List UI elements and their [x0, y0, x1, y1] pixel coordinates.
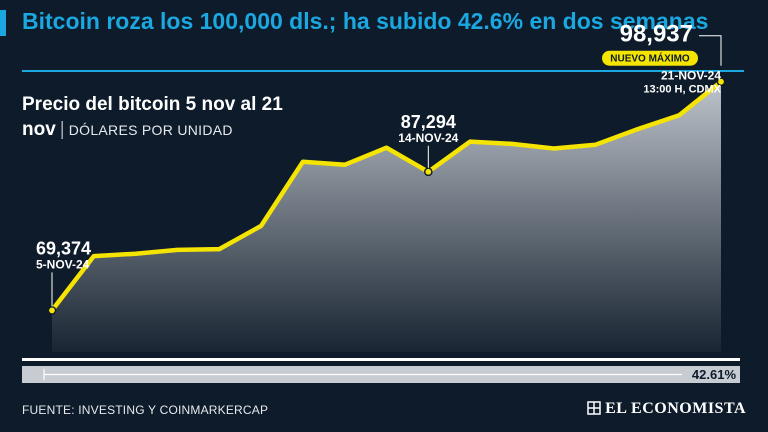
chart-title-block: Precio del bitcoin 5 nov al 21 nov | DÓLAR… [22, 92, 342, 143]
label-time-max: 13:00 H, CDMX [643, 84, 721, 96]
change-bar-label: 42.61% [691, 367, 736, 382]
annotation-dot-14-NOV-24 [424, 167, 433, 177]
brand-mark-icon [587, 401, 601, 415]
source-note: FUENTE: INVESTING Y COINMARKERCAP [22, 403, 269, 417]
change-bar-marker [43, 369, 682, 380]
annotation-dot-5-NOV-24 [47, 306, 57, 315]
label-value-start: 69,374 [36, 238, 91, 258]
brand-logo: EL ECONOMISTA [587, 400, 746, 418]
label-date-mid: 14-NOV-24 [398, 131, 458, 145]
badge-max-background [602, 50, 698, 66]
chart-title: Precio del bitcoin 5 nov al 21 nov [22, 94, 283, 140]
price-area [52, 81, 721, 352]
change-bar-topline [22, 358, 740, 361]
leader-max [699, 35, 722, 66]
label-date-max: 21-NOV-24 [661, 69, 721, 83]
chart-unit: DÓLARES POR UNIDAD [68, 122, 233, 138]
chart-title-separator: | [59, 119, 65, 140]
headline-rule [22, 70, 744, 72]
label-value-max: 98,937 [620, 21, 693, 48]
change-bar-track [22, 366, 740, 383]
headline-accent-bar [0, 10, 6, 36]
badge-max-label: NUEVO MÁXIMO [610, 52, 690, 65]
headline: Bitcoin roza los 100,000 dls.; ha subido… [22, 8, 709, 34]
brand-name: EL ECONOMISTA [605, 400, 746, 417]
label-date-start: 5-NOV-24 [36, 257, 90, 271]
annotation-dot-21-NOV-24 [716, 77, 726, 86]
label-value-mid: 87,294 [401, 112, 456, 132]
